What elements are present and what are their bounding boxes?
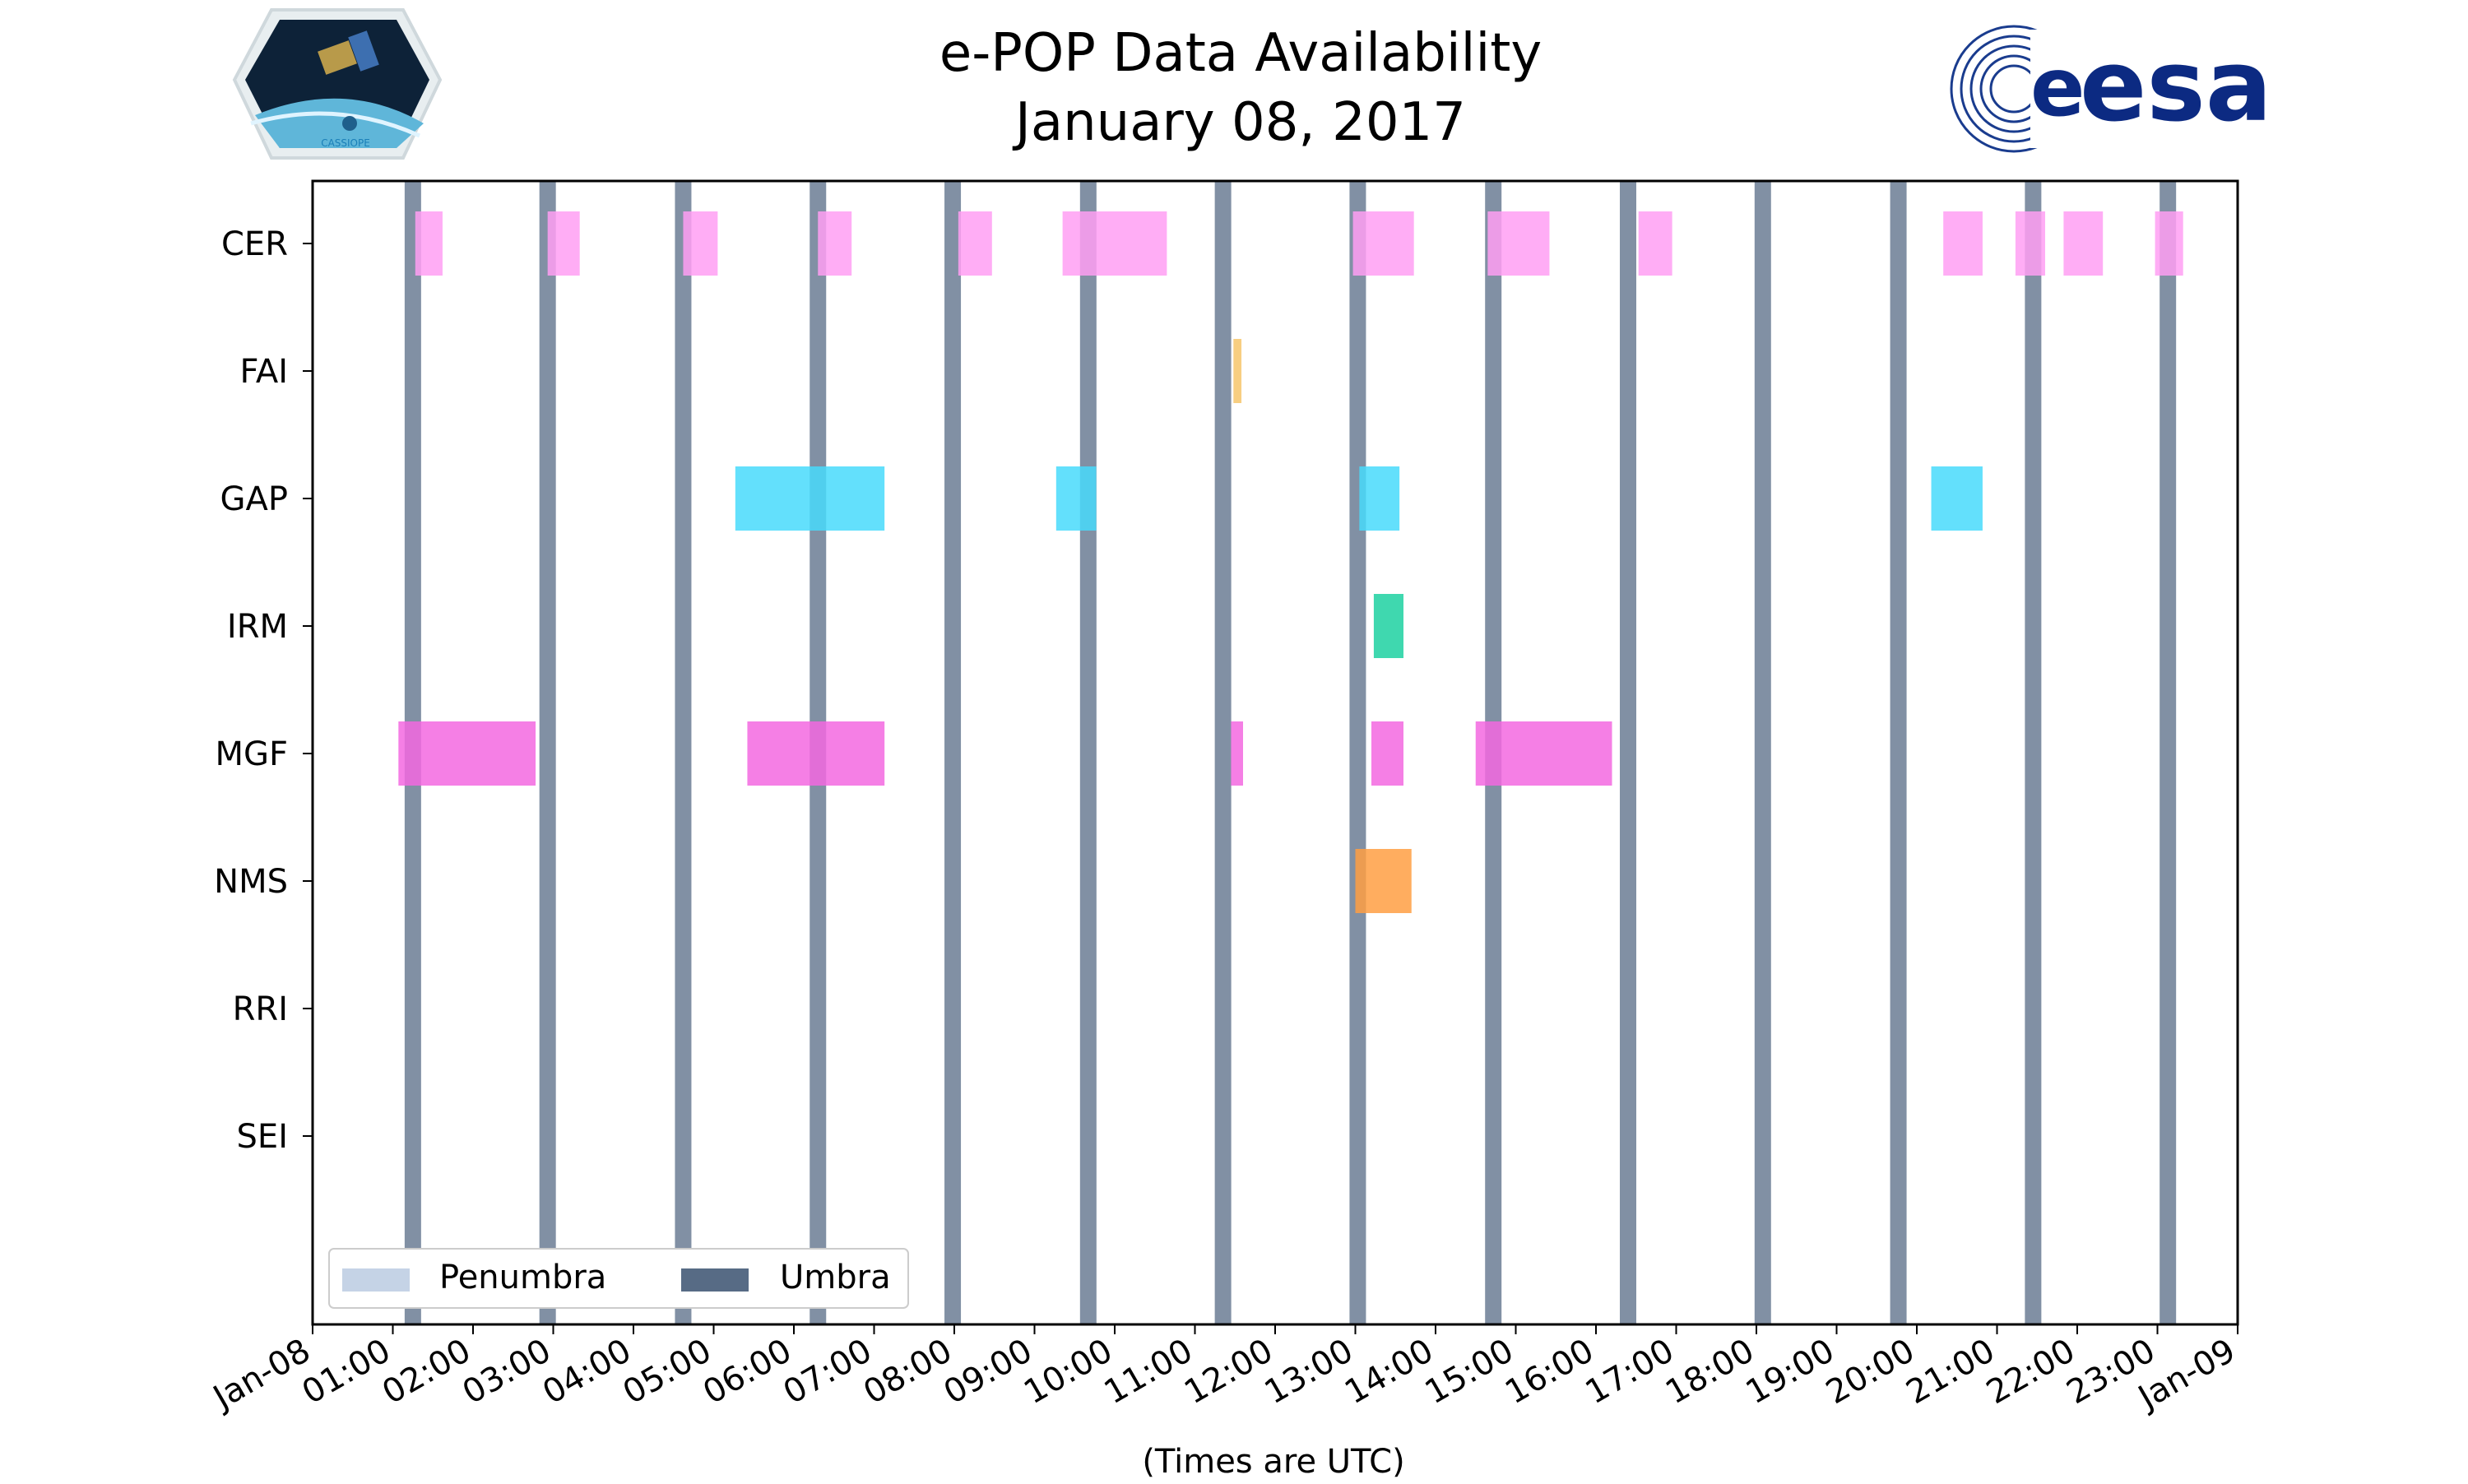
x-tick-label-5: 05:00 [617,1332,718,1412]
y-tick-label-rri: RRI [233,990,288,1028]
x-tick-label-7: 07:00 [777,1332,879,1412]
umbra-band-13 [2160,181,2177,1324]
y-tick-label-mgf: MGF [215,735,288,773]
bar-cer-9 [1943,211,1983,276]
bar-mgf-3 [1371,721,1403,786]
chart-title: e-POP Data Availability [939,23,1542,84]
bar-gap-3 [1931,466,1983,531]
y-axis: CER FAI GAP IRM MGF NMS RRI SEI [214,225,313,1156]
plot-area [313,181,2238,1324]
bar-cer-10 [2015,211,2045,276]
bar-fai-0 [1233,339,1242,403]
legend-umbra-swatch [681,1268,749,1292]
x-tick-label-4: 04:00 [536,1332,638,1412]
x-tick-label-22: 22:00 [1980,1332,2081,1412]
umbra-band-12 [2025,181,2042,1324]
bar-cer-2 [683,211,718,276]
umbra-band-1 [539,181,556,1324]
umbra-layer [404,181,2177,1324]
legend: Penumbra Umbra [328,1248,909,1309]
x-tick-label-11: 11:00 [1098,1332,1199,1412]
bar-mgf-2 [1231,721,1243,786]
x-tick-label-16: 16:00 [1499,1332,1600,1412]
umbra-band-4 [944,181,962,1324]
x-tick-label-1: 01:00 [296,1332,397,1412]
x-tick-label-0: Jan-08 [205,1332,317,1418]
umbra-band-5 [1079,181,1097,1324]
umbra-band-10 [1754,181,1771,1324]
umbra-band-6 [1214,181,1232,1324]
bar-cer-7 [1487,211,1550,276]
umbra-band-11 [1890,181,1907,1324]
bar-mgf-1 [747,721,885,786]
bar-cer-1 [547,211,580,276]
y-tick-label-cer: CER [221,225,288,263]
bar-gap-2 [1359,466,1400,531]
x-tick-label-8: 08:00 [857,1332,958,1412]
bar-gap-1 [1055,466,1097,531]
x-tick-label-18: 18:00 [1659,1332,1761,1412]
bar-mgf-0 [398,721,536,786]
bar-cer-4 [958,211,992,276]
x-tick-label-3: 03:00 [457,1332,558,1412]
chart-subtitle: January 08, 2017 [1012,92,1466,153]
bar-cer-0 [415,211,443,276]
bar-cer-5 [1062,211,1167,276]
x-tick-label-13: 13:00 [1259,1332,1360,1412]
bar-cer-11 [2063,211,2104,276]
bar-nms-0 [1355,849,1412,913]
x-tick-label-15: 15:00 [1419,1332,1520,1412]
x-axis-label: (Times are UTC) [1142,1443,1404,1481]
esa-logo: e esa [1950,25,2272,153]
x-tick-label-14: 14:00 [1338,1332,1440,1412]
bars-layer [398,211,2183,913]
legend-umbra-label: Umbra [780,1259,891,1296]
x-axis: Jan-0801:0002:0003:0004:0005:0006:0007:0… [205,1324,2242,1418]
x-tick-label-12: 12:00 [1178,1332,1279,1412]
umbra-band-9 [1620,181,1636,1324]
bar-cer-6 [1352,211,1414,276]
cassiope-logo: CASSIOPE [232,8,443,160]
x-tick-label-10: 10:00 [1018,1332,1119,1412]
bar-irm-0 [1373,594,1403,658]
x-tick-label-17: 17:00 [1580,1332,1681,1412]
legend-penumbra-label: Penumbra [439,1259,606,1296]
y-tick-label-fai: FAI [240,353,289,391]
esa-logo-wordmark: esa [2080,30,2272,144]
y-tick-label-sei: SEI [237,1118,288,1156]
bar-mgf-4 [1475,721,1612,786]
y-tick-label-irm: IRM [227,608,288,646]
x-tick-label-6: 06:00 [697,1332,798,1412]
bar-cer-3 [818,211,852,276]
y-tick-label-gap: GAP [220,480,288,518]
bar-cer-8 [1638,211,1672,276]
x-tick-label-21: 21:00 [1900,1332,2002,1412]
cassiope-logo-text: CASSIOPE [321,137,370,149]
umbra-band-7 [1349,181,1366,1324]
umbra-band-2 [675,181,692,1324]
bar-cer-12 [2155,211,2183,276]
x-tick-label-20: 20:00 [1820,1332,1921,1412]
y-tick-label-nms: NMS [214,863,288,901]
x-tick-label-2: 02:00 [376,1332,477,1412]
x-tick-label-9: 09:00 [938,1332,1039,1412]
legend-penumbra-swatch [342,1268,410,1292]
bar-gap-0 [735,466,885,531]
legend-box [328,1248,909,1309]
esa-logo-text: e [2030,41,2085,135]
x-tick-label-19: 19:00 [1740,1332,1841,1412]
